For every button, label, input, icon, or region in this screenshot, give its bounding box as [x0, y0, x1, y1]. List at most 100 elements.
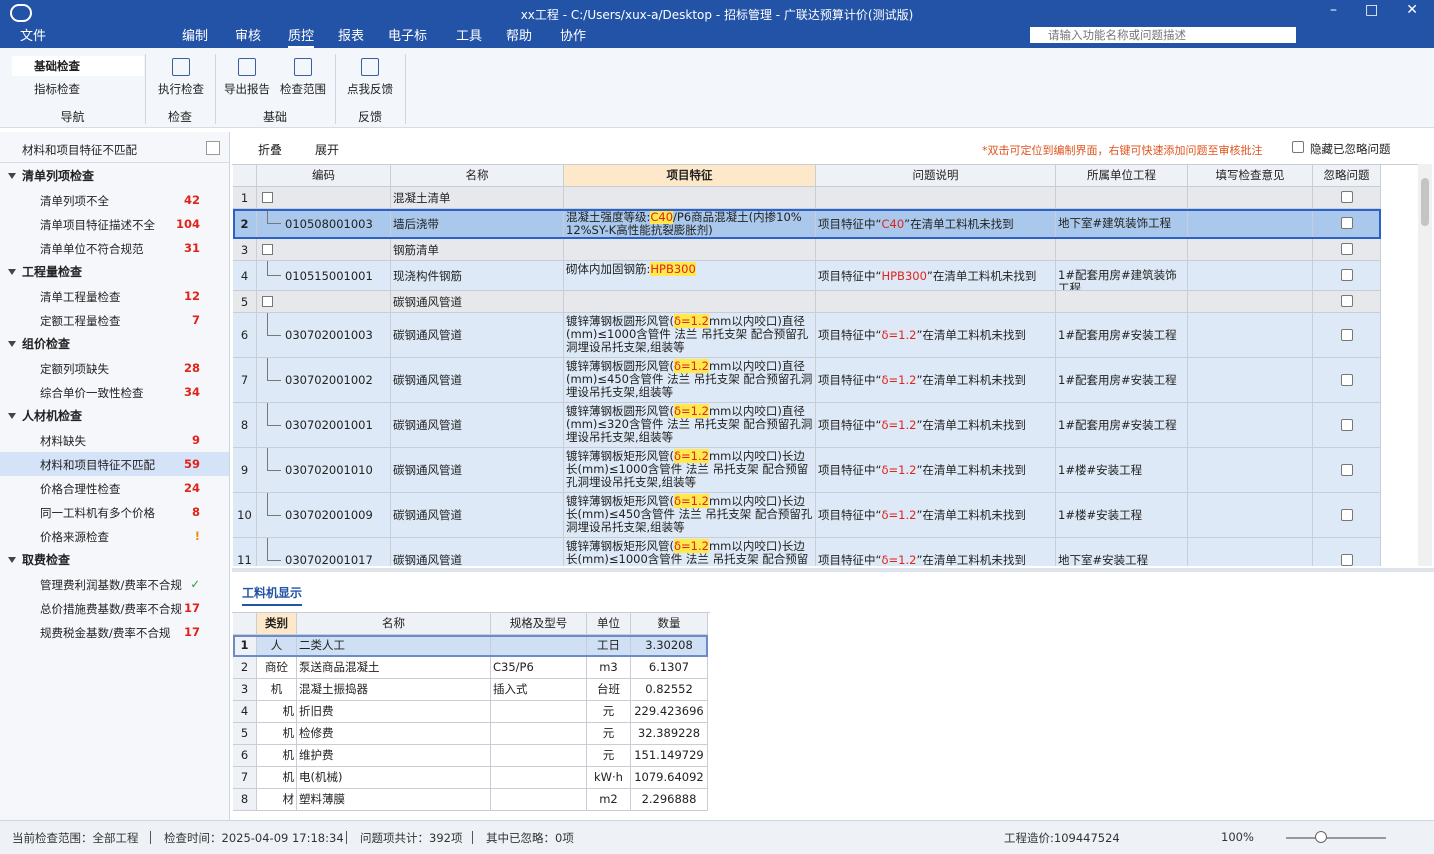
menu-item[interactable]: 质控 [288, 26, 315, 48]
checkbox[interactable] [1341, 243, 1353, 255]
menu-item[interactable]: 帮助 [506, 29, 533, 44]
issue-cell: 项目特征中“δ=1.2”在清单工料机未找到 [816, 358, 1056, 403]
checkbox[interactable] [1292, 141, 1304, 153]
menu-item[interactable]: 报表 [338, 29, 365, 44]
check-item[interactable]: 价格合理性检查 24 [0, 476, 229, 500]
menu-item[interactable]: 电子标 [388, 29, 428, 44]
collapse-button[interactable] [206, 141, 220, 155]
opinion-cell[interactable] [1188, 291, 1313, 313]
tree-line [267, 209, 281, 224]
issue-cell [816, 187, 1056, 209]
status-zoom[interactable]: 100% [1221, 830, 1254, 844]
row-number: 4 [233, 701, 257, 723]
nav-tab[interactable]: 指标检查 [34, 82, 80, 96]
menu-item[interactable]: 文件 [20, 29, 47, 44]
checkbox[interactable] [1341, 269, 1353, 281]
header-cell[interactable]: 数量 [631, 613, 708, 635]
menu-item[interactable]: 编制 [182, 29, 209, 44]
header-cell[interactable]: 类别 [257, 613, 297, 635]
scrollbar[interactable] [1418, 164, 1432, 566]
ribbon-button[interactable]: 检查范围 [280, 82, 326, 96]
checkbox[interactable] [1341, 217, 1353, 229]
opinion-cell[interactable] [1188, 493, 1313, 538]
issue-part: ”在清单工料机未找到 [904, 217, 1014, 231]
check-item[interactable]: 材料和项目特征不匹配 59 [0, 452, 229, 476]
ribbon-button[interactable]: 点我反馈 [347, 82, 393, 96]
header-cell[interactable]: 编码 [257, 165, 391, 187]
zoom-slider[interactable] [1286, 837, 1386, 839]
checkbox[interactable] [1341, 373, 1353, 386]
check-item[interactable]: 规费税金基数/费率不合规 17 [0, 620, 229, 644]
check-item[interactable]: 同一工料机有多个价格 8 [0, 500, 229, 524]
check-item[interactable]: 清单单位不符合规范 31 [0, 236, 229, 260]
toolbar-button[interactable]: 折叠 [258, 143, 283, 157]
opinion-cell[interactable] [1188, 403, 1313, 448]
zoom-thumb[interactable] [1315, 831, 1327, 843]
type-cell: 商砼 [257, 657, 297, 679]
checkbox[interactable] [1341, 508, 1353, 521]
menu-item[interactable]: 工具 [456, 29, 483, 44]
ribbon-button[interactable]: 导出报告 [224, 82, 270, 96]
checkbox[interactable] [1341, 553, 1353, 566]
qty-cell: 2.296888 [631, 789, 708, 811]
checkbox[interactable] [1341, 463, 1353, 476]
search-box[interactable]: 请输入功能名称或问题描述 [1030, 27, 1296, 43]
opinion-cell[interactable] [1188, 239, 1313, 261]
header-cell[interactable]: 问题说明 [816, 165, 1056, 187]
group-header[interactable]: 人材机检查 [22, 409, 83, 423]
opinion-cell[interactable] [1188, 261, 1313, 291]
button-icon [294, 58, 312, 76]
group-header[interactable]: 取费检查 [22, 553, 71, 567]
tree-toggle[interactable] [262, 296, 273, 307]
header-cell[interactable]: 填写检查意见 [1188, 165, 1313, 187]
ribbon-button[interactable]: 执行检查 [158, 82, 204, 96]
header-cell[interactable]: 项目特征 [564, 165, 816, 187]
header-cell[interactable]: 名称 [297, 613, 491, 635]
header-cell[interactable]: 所属单位工程 [1056, 165, 1188, 187]
checkbox[interactable] [1341, 191, 1353, 203]
checkbox[interactable] [1341, 328, 1353, 341]
opinion-cell[interactable] [1188, 358, 1313, 403]
opinion-cell[interactable] [1188, 538, 1313, 566]
menu-item[interactable]: 协作 [560, 29, 587, 44]
group-header[interactable]: 清单列项检查 [22, 169, 95, 183]
row-number: 8 [233, 789, 257, 811]
code-cell [257, 239, 391, 261]
opinion-cell[interactable] [1188, 448, 1313, 493]
header-cell[interactable]: 名称 [391, 165, 564, 187]
check-item[interactable]: 价格来源检查! [0, 524, 229, 548]
check-item[interactable]: 定额工程量检查 7 [0, 308, 229, 332]
check-item[interactable]: 清单工程量检查 12 [0, 284, 229, 308]
toolbar-button[interactable]: 展开 [315, 143, 340, 157]
nav-tab[interactable]: 基础检查 [12, 56, 144, 76]
code-cell: 030702001002 [257, 358, 391, 403]
scroll-thumb[interactable] [1421, 178, 1429, 226]
tree-toggle[interactable] [262, 244, 273, 255]
checkbox[interactable] [1341, 418, 1353, 431]
name-cell: 塑料薄膜 [297, 789, 491, 811]
issue-part: δ=1.2 [881, 418, 917, 432]
opinion-cell[interactable] [1188, 187, 1313, 209]
header-cell[interactable]: 单位 [587, 613, 631, 635]
header-cell[interactable]: 忽略问题 [1313, 165, 1381, 187]
hide-ignored-label[interactable]: 隐藏已忽略问题 [1310, 142, 1391, 156]
check-item[interactable]: 综合单价一致性检查 34 [0, 380, 229, 404]
menu-item[interactable]: 审核 [235, 29, 262, 44]
check-item[interactable]: 清单项目特征描述不全 104 [0, 212, 229, 236]
group-header[interactable]: 组价检查 [22, 337, 71, 351]
tree-toggle[interactable] [262, 192, 273, 203]
opinion-cell[interactable] [1188, 313, 1313, 358]
group-header[interactable]: 工程量检查 [22, 265, 83, 279]
window-controls[interactable]: –□✕ [1330, 2, 1418, 18]
check-item[interactable]: 材料缺失 9 [0, 428, 229, 452]
header-cell[interactable]: 规格及型号 [491, 613, 587, 635]
panel-tab[interactable]: 工料机显示 [242, 584, 303, 606]
checkbox[interactable] [1341, 295, 1353, 307]
check-item[interactable]: 清单列项不全 42 [0, 188, 229, 212]
check-item[interactable]: 管理费利润基数/费率不合规 ✓ [0, 572, 229, 596]
feature-part: mm以内咬口)长边长(mm)≤1000含管件 法兰 吊托支架 配合预留孔洞埋设吊… [566, 449, 809, 489]
ignore-cell [1313, 313, 1381, 358]
check-item[interactable]: 定额列项缺失 28 [0, 356, 229, 380]
check-item[interactable]: 总价措施费基数/费率不合规 17 [0, 596, 229, 620]
feature-part: 镀锌薄钢板矩形风管( [566, 494, 674, 508]
